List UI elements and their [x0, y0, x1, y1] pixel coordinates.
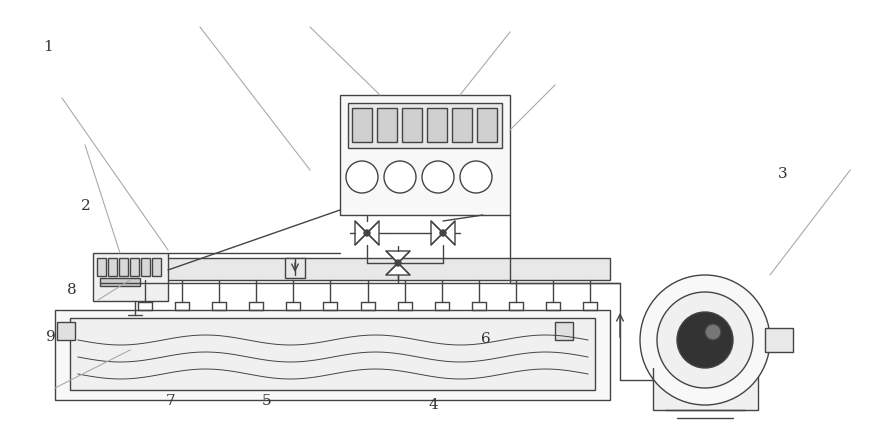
Circle shape: [640, 275, 770, 405]
Circle shape: [440, 230, 446, 236]
Bar: [97, 258, 106, 276]
Bar: [452, 108, 472, 142]
Text: 6: 6: [480, 332, 491, 346]
Bar: [130, 258, 139, 276]
Bar: [765, 328, 793, 352]
Bar: [119, 258, 128, 276]
Polygon shape: [443, 221, 455, 245]
Text: 5: 5: [262, 393, 271, 408]
Bar: [70, 318, 595, 390]
Circle shape: [705, 324, 721, 340]
Circle shape: [395, 260, 401, 266]
Bar: [427, 108, 447, 142]
Circle shape: [460, 161, 492, 193]
Polygon shape: [431, 221, 443, 245]
Bar: [340, 95, 510, 215]
Bar: [100, 278, 140, 286]
Text: 3: 3: [779, 167, 788, 181]
Polygon shape: [367, 221, 379, 245]
Bar: [93, 253, 168, 301]
Bar: [477, 108, 497, 142]
Bar: [555, 322, 573, 340]
Bar: [57, 322, 75, 340]
Text: 8: 8: [67, 283, 77, 298]
Text: 1: 1: [43, 39, 53, 54]
Polygon shape: [386, 251, 410, 263]
Polygon shape: [386, 263, 410, 275]
Circle shape: [657, 292, 753, 388]
Bar: [352, 108, 372, 142]
Circle shape: [346, 161, 378, 193]
Text: 7: 7: [166, 393, 175, 408]
Text: 2: 2: [80, 198, 91, 213]
Bar: [402, 108, 422, 142]
Bar: [377, 108, 397, 142]
Bar: [141, 258, 150, 276]
Polygon shape: [355, 221, 367, 245]
Text: 4: 4: [428, 398, 438, 412]
Bar: [108, 258, 117, 276]
Text: 9: 9: [46, 330, 56, 344]
Bar: [55, 310, 610, 400]
Bar: [285, 258, 305, 278]
Circle shape: [364, 230, 370, 236]
Circle shape: [384, 161, 416, 193]
Bar: [348, 103, 502, 148]
Bar: [152, 258, 161, 276]
Circle shape: [677, 312, 733, 368]
Bar: [653, 368, 758, 410]
Bar: [125, 258, 610, 280]
Circle shape: [422, 161, 454, 193]
